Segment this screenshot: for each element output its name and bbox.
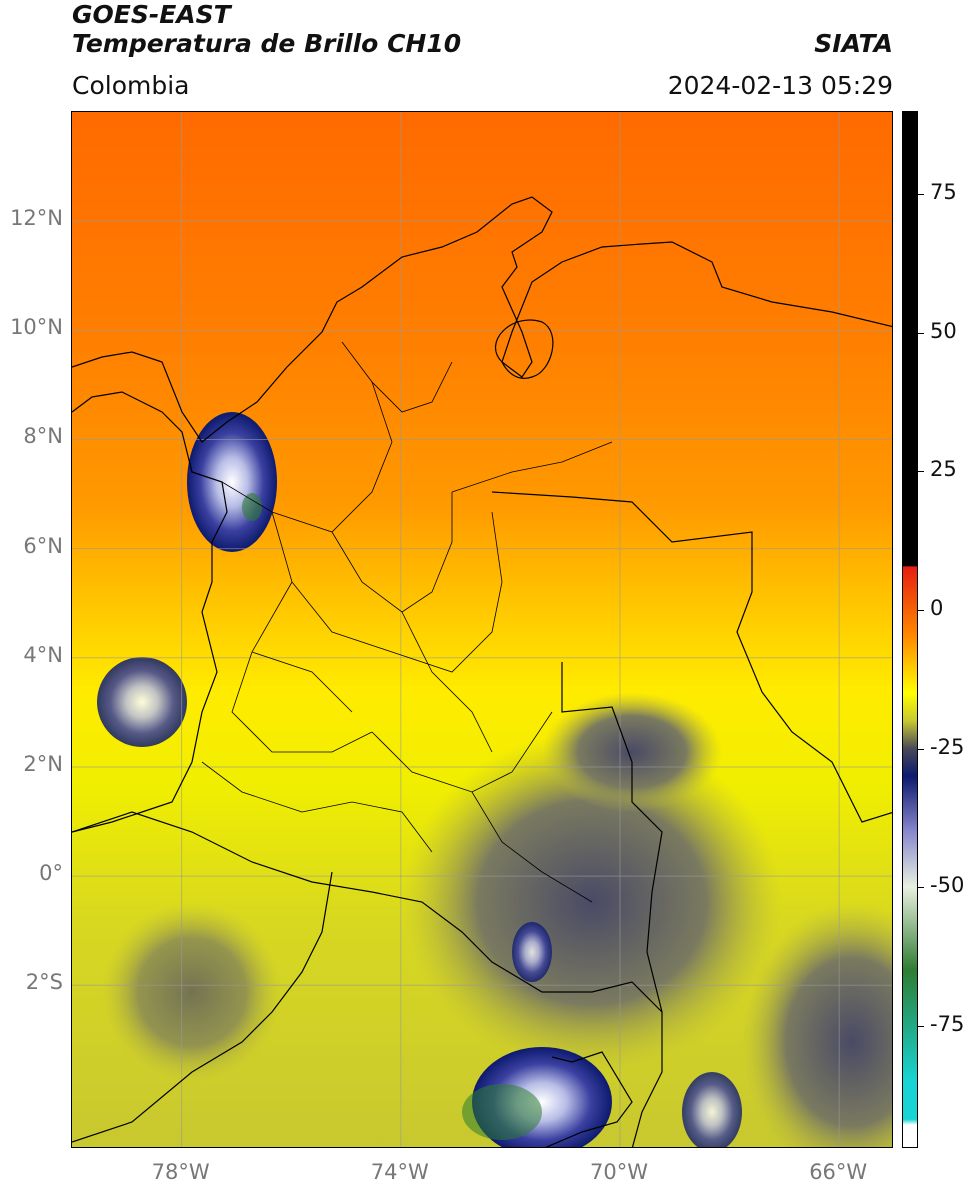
lon-tick-label: 70°W	[590, 1160, 648, 1184]
colorbar-tick	[918, 194, 924, 196]
satellite-title: GOES-EAST	[72, 0, 231, 29]
colorbar-tick-label: -75	[930, 1012, 965, 1036]
lat-tick-label: 2°N	[23, 751, 63, 776]
colorbar-tick-label: 0	[930, 596, 944, 621]
lon-tick-label: 78°W	[151, 1160, 210, 1184]
colorbar-tick-label: -50	[930, 873, 965, 898]
cloud-region-east	[742, 902, 892, 1147]
brightness-temperature-map	[71, 111, 893, 1148]
organization-label: SIATA	[814, 29, 893, 58]
cold-core-green	[462, 1084, 542, 1140]
storm-cell-uraba	[187, 412, 277, 552]
storm-cell-small	[512, 922, 552, 982]
country-borders	[72, 196, 892, 1147]
product-title: Temperatura de Brillo CH10	[72, 29, 462, 58]
colorbar-tick	[918, 471, 924, 473]
lat-tick-label: 4°N	[23, 642, 63, 667]
lat-tick-label: 8°N	[23, 424, 63, 449]
colorbar-tick-label: 50	[930, 318, 957, 343]
colorbar-tick-label: 25	[930, 457, 957, 482]
brazil-border	[561, 662, 663, 1147]
colorbar-tick	[918, 1026, 924, 1027]
colorbar	[902, 111, 918, 1148]
maracaibo-lake	[495, 319, 554, 379]
amazon-river	[545, 1051, 633, 1147]
venezuela-border	[491, 491, 892, 823]
ecuador-peru-border	[72, 811, 663, 1013]
region-label: Colombia	[72, 71, 190, 100]
lat-tick-label: 0°	[39, 861, 63, 886]
lat-tick-label: 2°S	[25, 970, 63, 995]
cold-core-green-north	[242, 493, 262, 521]
colorbar-tick	[918, 610, 924, 612]
lat-tick-label: 10°N	[10, 315, 63, 340]
storm-cell-southeast	[682, 1072, 742, 1147]
cloud-region-ecuador	[102, 902, 282, 1082]
lat-tick-label: 12°N	[10, 206, 63, 231]
lon-tick-label: 66°W	[809, 1160, 868, 1184]
lat-tick-label: 6°N	[23, 533, 63, 558]
colorbar-tick-label: -25	[930, 734, 965, 759]
caribbean-coastline	[72, 196, 892, 443]
cloud-region-llanos	[542, 692, 722, 812]
colorbar-tick	[918, 332, 924, 334]
peru-coast	[72, 871, 333, 1143]
colorbar-tick	[918, 748, 924, 750]
storm-cell-pacific	[97, 657, 187, 747]
colorbar-tick-label: 75	[930, 180, 957, 205]
department-borders	[201, 341, 613, 903]
lon-tick-label: 74°W	[370, 1160, 429, 1184]
colorbar-tick	[918, 887, 924, 889]
timestamp-label: 2024-02-13 05:29	[667, 71, 893, 100]
pacific-coastline	[72, 391, 228, 833]
